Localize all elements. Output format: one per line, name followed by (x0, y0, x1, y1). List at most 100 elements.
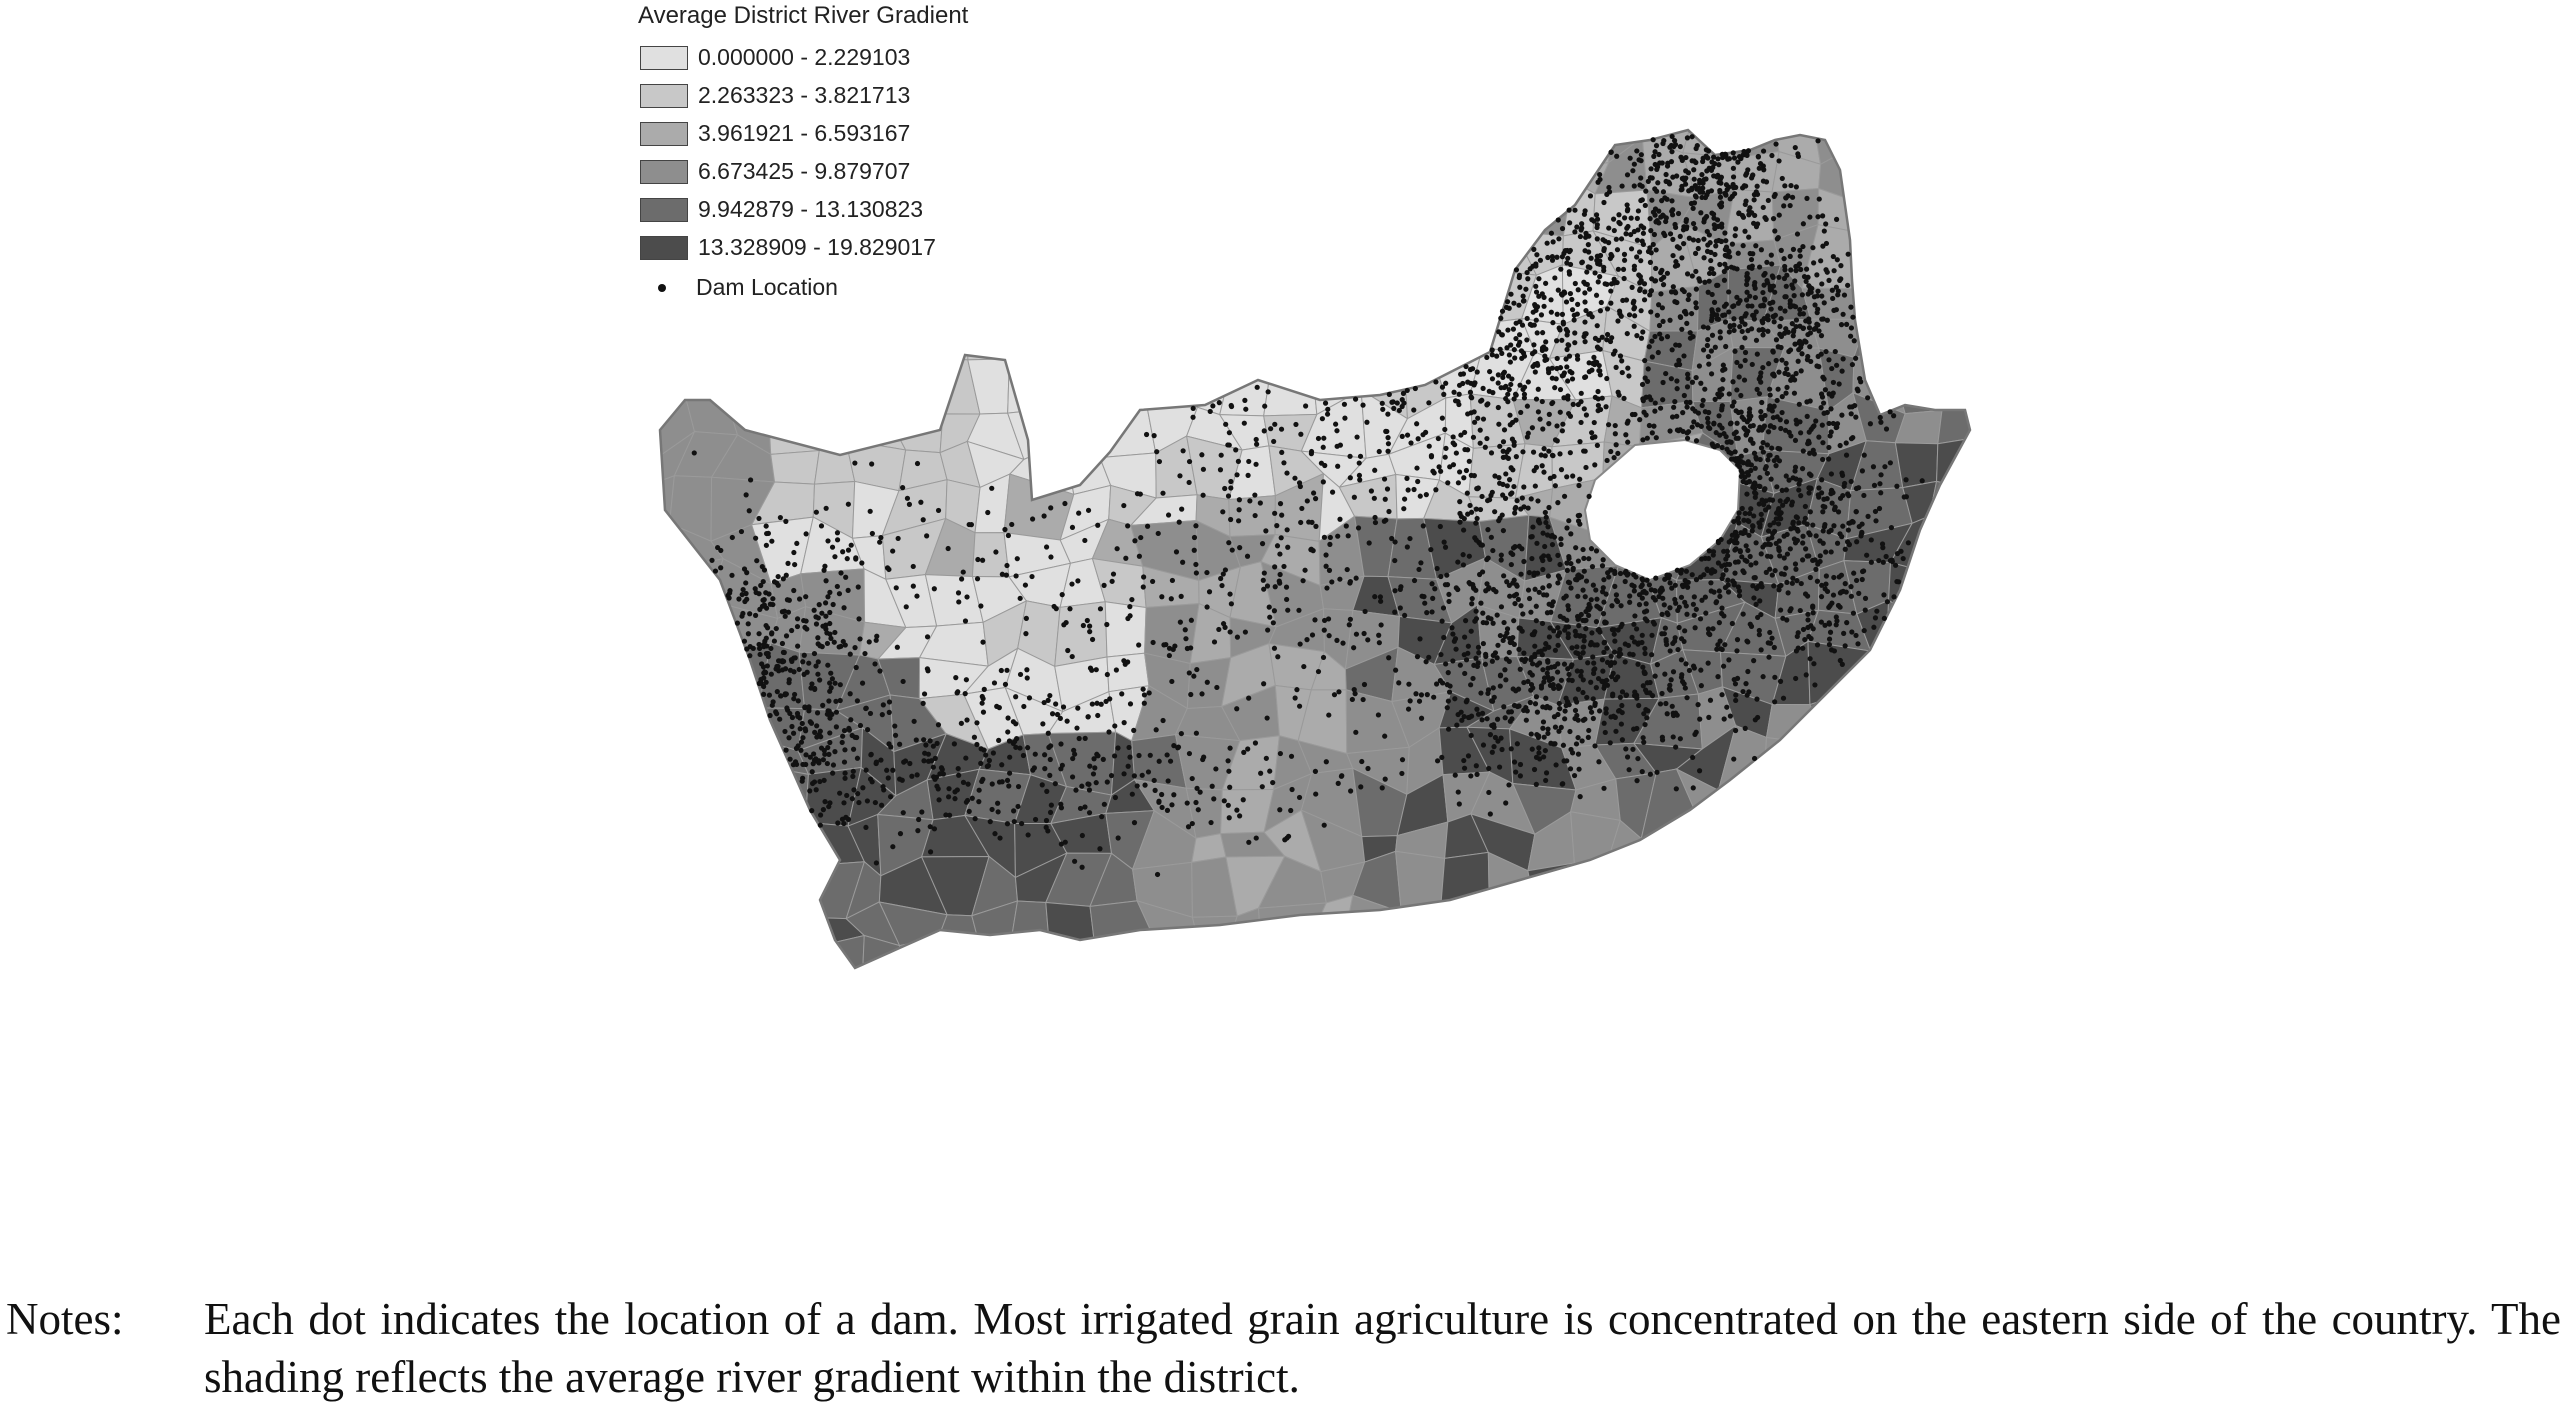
district-polygon (1853, 869, 1910, 921)
dam-dot (1801, 274, 1808, 280)
dam-dot (1843, 589, 1849, 595)
dam-dot (826, 751, 832, 757)
dam-dot (1236, 497, 1242, 503)
dam-dot (1079, 832, 1085, 839)
dam-dot (1732, 449, 1738, 455)
dam-dot (811, 751, 817, 757)
district-polygon (1978, 686, 2023, 753)
dam-dot (1723, 434, 1729, 440)
dam-dot (1193, 523, 1199, 529)
dam-dot (1386, 391, 1392, 397)
dam-dot (1507, 593, 1513, 599)
dam-dot (1796, 401, 1802, 407)
dam-dot (979, 700, 985, 706)
dam-dot (1414, 421, 1420, 427)
dam-dot (1095, 712, 1101, 719)
dam-dot (1619, 183, 1625, 189)
dam-dot (1531, 766, 1538, 773)
dam-dot (1323, 552, 1329, 558)
dam-dot (1793, 370, 1799, 377)
dam-dot (1718, 646, 1724, 652)
dam-dot (1483, 588, 1489, 594)
dam-dot (1765, 328, 1771, 334)
dam-dot (1393, 667, 1399, 673)
dam-dot (1750, 523, 1756, 529)
dam-dot (1584, 269, 1590, 275)
dam-dot (1815, 322, 1821, 328)
dam-dot (1267, 768, 1273, 774)
dam-dot (1093, 780, 1099, 786)
dam-dot (1602, 729, 1608, 736)
dam-dot (1798, 493, 1804, 499)
district-polygon (1889, 773, 1955, 824)
dam-dot (1766, 361, 1772, 367)
district-polygon (678, 858, 740, 911)
dam-dot (1632, 689, 1638, 695)
dam-dot (1504, 483, 1510, 489)
dam-dot (1549, 365, 1555, 371)
dam-dot (1400, 390, 1407, 396)
dam-dot (1190, 405, 1196, 412)
dam-dot (1146, 690, 1152, 696)
dam-dot (1732, 547, 1738, 553)
dam-dot (972, 816, 978, 822)
dam-dot (827, 739, 833, 746)
dam-dot (1451, 389, 1457, 395)
dam-dot (1288, 807, 1294, 814)
dam-dot (1683, 399, 1690, 405)
dam-dot (1253, 436, 1259, 443)
district-polygon (1894, 725, 1955, 792)
dam-dot (1546, 504, 1552, 511)
dam-dot (1261, 570, 1267, 576)
dam-dot (1639, 595, 1645, 601)
dam-dot (1772, 567, 1778, 574)
dam-dot (811, 607, 817, 613)
dam-dot (1797, 338, 1803, 344)
district-polygon (1649, 872, 1697, 908)
dam-dot (1603, 706, 1609, 712)
dam-dot (1151, 433, 1157, 439)
dam-dot (1744, 638, 1750, 644)
dam-dot (1178, 593, 1184, 599)
dam-dot (1778, 571, 1785, 577)
district-polygon (2016, 768, 2073, 822)
dam-dot (1582, 290, 1588, 296)
district-polygon (1298, 273, 1367, 329)
dam-dot (1850, 610, 1857, 616)
dam-dot (1550, 320, 1556, 326)
dam-dot (1121, 771, 1127, 777)
dam-dot (1724, 548, 1730, 554)
dam-dot (1431, 470, 1437, 476)
dam-dot (1498, 552, 1504, 558)
dam-dot (1041, 699, 1047, 706)
dam-dot (1017, 595, 1023, 601)
dam-dot (1532, 369, 1538, 375)
dam-dot (1649, 430, 1655, 436)
dam-dot (1776, 545, 1782, 551)
dam-dot (1543, 339, 1549, 345)
dam-dot (1779, 394, 1785, 400)
dam-dot (1347, 616, 1353, 622)
district-polygon (1392, 902, 1442, 962)
dam-dot (1648, 309, 1654, 315)
dam-dot (1664, 641, 1670, 648)
dam-dot (1498, 557, 1504, 563)
dam-dot (1756, 391, 1763, 397)
dam-dot (1379, 785, 1385, 791)
dam-dot (1683, 154, 1689, 161)
dam-dot (995, 800, 1001, 806)
dam-dot (1339, 773, 1345, 779)
dam-dot (1679, 679, 1686, 685)
dam-dot (1622, 659, 1628, 665)
dam-dot (1677, 736, 1683, 742)
dam-dot (1487, 732, 1494, 738)
dam-dot (1464, 697, 1470, 703)
dam-dot (1713, 600, 1719, 606)
dam-dot (1807, 398, 1813, 404)
dam-dot (1372, 519, 1379, 526)
dam-dot (1407, 535, 1413, 542)
dam-dot (1730, 303, 1736, 310)
dam-dot (1776, 587, 1782, 593)
dam-dot (1504, 626, 1511, 632)
district-polygon (728, 130, 767, 167)
